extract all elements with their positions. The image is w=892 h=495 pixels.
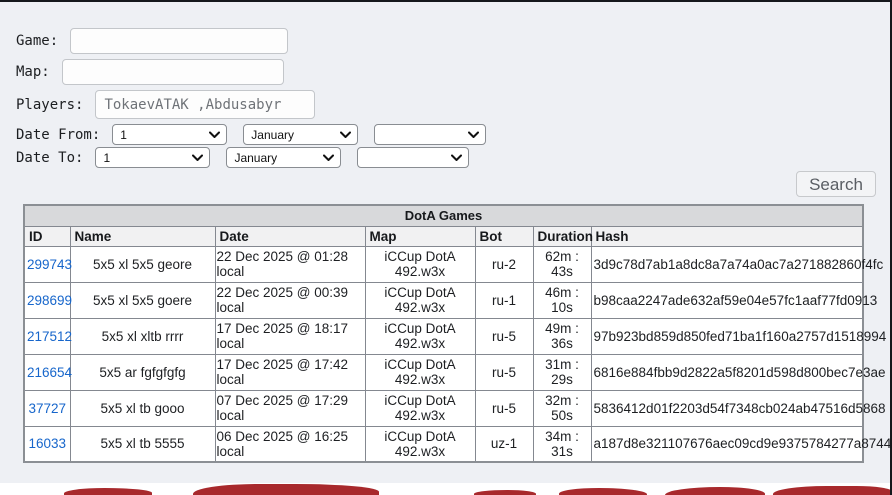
game-map-cell: iCCup DotA 492.w3x xyxy=(364,317,476,355)
game-name-cell: 5x5 xl tb gooo xyxy=(69,389,216,427)
game-bot-cell: ru-5 xyxy=(474,389,534,427)
date-from-label: Date From: xyxy=(16,126,101,143)
frame-border-right xyxy=(890,0,892,495)
map-input[interactable] xyxy=(61,59,284,85)
game-label: Game: xyxy=(16,33,59,49)
table-row: 217512 5x5 xl xltb rrrr 17 Dec 2025 @ 18:1… xyxy=(23,317,886,355)
game-hash-cell: b98caa2247ade632af59e04e57fc1aaf77fd0913 xyxy=(590,281,877,319)
game-id-cell: 37727 xyxy=(23,389,71,427)
game-duration-cell: 31m : 29s xyxy=(532,353,592,391)
col-header-bot: Bot xyxy=(474,225,534,247)
map-label: Map: xyxy=(16,64,50,80)
date-from-day-select[interactable]: 1 xyxy=(112,124,228,145)
col-header-hash: Hash xyxy=(590,225,864,247)
game-bot-cell: ru-5 xyxy=(474,317,534,355)
game-id-cell: 217512 xyxy=(23,317,73,355)
table-row: 299743 5x5 xl 5x5 geore 22 Dec 2025 @ 01:2… xyxy=(23,245,883,283)
game-id-link[interactable]: 216654 xyxy=(27,364,73,380)
table-row: 298699 5x5 xl 5x5 goere 22 Dec 2025 @ 00:3… xyxy=(23,281,877,319)
game-map-cell: iCCup DotA 492.w3x xyxy=(364,281,476,319)
date-from-month-select[interactable]: January xyxy=(243,124,359,145)
game-id-link[interactable]: 298699 xyxy=(27,292,73,308)
game-id-cell: 16033 xyxy=(23,425,71,463)
footer-art-blob xyxy=(665,487,765,495)
game-duration-cell: 32m : 50s xyxy=(532,389,592,427)
game-date-cell: 17 Dec 2025 @ 18:17 local xyxy=(214,317,366,355)
table-row: 37727 5x5 xl tb gooo 07 Dec 2025 @ 17:29 l… xyxy=(23,389,886,427)
table-header-row: ID Name Date Map Bot Duration Hash xyxy=(23,225,864,247)
game-name-cell: 5x5 xl tb 5555 xyxy=(69,425,216,463)
game-hash-cell: a187d8e321107676aec09cd9e9375784277a8744 xyxy=(590,425,891,463)
footer-art xyxy=(0,483,892,495)
game-duration-cell: 34m : 31s xyxy=(532,425,592,463)
date-to-year-select[interactable] xyxy=(357,147,470,168)
table-row: 216654 5x5 ar fgfgfgfg 17 Dec 2025 @ 17:42… xyxy=(23,353,886,391)
table-row: 16033 5x5 xl tb 5555 06 Dec 2025 @ 16:25 l… xyxy=(23,425,891,463)
players-input[interactable] xyxy=(95,90,316,119)
game-date-cell: 17 Dec 2025 @ 17:42 local xyxy=(214,353,366,391)
game-date-cell: 07 Dec 2025 @ 17:29 local xyxy=(214,389,366,427)
game-id-link[interactable]: 299743 xyxy=(27,256,73,272)
game-hash-cell: 97b923bd859d850fed71ba1f160a2757d1518994 xyxy=(590,317,886,355)
game-name-cell: 5x5 xl 5x5 geore xyxy=(69,245,216,283)
search-form: Game: Map: Players: Date From: 1 January xyxy=(0,0,892,168)
table-caption: DotA Games xyxy=(23,204,864,227)
game-hash-cell: 6816e884fbb9d2822a5f8201d598d800bec7e3ae xyxy=(590,353,886,391)
game-id-cell: 298699 xyxy=(23,281,73,319)
col-header-map: Map xyxy=(364,225,476,247)
footer-art-blob xyxy=(773,486,892,495)
players-label: Players: xyxy=(16,96,84,113)
table-caption-row: DotA Games xyxy=(23,204,864,227)
game-bot-cell: ru-5 xyxy=(474,353,534,391)
game-input[interactable] xyxy=(70,28,289,54)
game-map-cell: iCCup DotA 492.w3x xyxy=(364,353,476,391)
col-header-name: Name xyxy=(69,225,216,247)
game-id-cell: 216654 xyxy=(23,353,73,391)
footer-art-blob xyxy=(559,488,647,495)
game-hash-cell: 5836412d01f2203d54f7348cb024ab47516d5868 xyxy=(590,389,886,427)
game-map-cell: iCCup DotA 492.w3x xyxy=(364,425,476,463)
col-header-duration: Duration xyxy=(532,225,593,247)
game-duration-cell: 62m : 43s xyxy=(532,245,592,283)
frame-border-top xyxy=(0,0,892,2)
game-bot-cell: ru-1 xyxy=(474,281,534,319)
game-name-cell: 5x5 xl 5x5 goere xyxy=(69,281,216,319)
search-button[interactable]: Search xyxy=(796,171,876,197)
date-to-month-select[interactable]: January xyxy=(226,147,342,168)
game-date-cell: 22 Dec 2025 @ 00:39 local xyxy=(214,281,366,319)
game-id-link[interactable]: 217512 xyxy=(27,328,73,344)
game-duration-cell: 49m : 36s xyxy=(532,317,592,355)
date-to-label: Date To: xyxy=(16,149,84,166)
game-date-cell: 22 Dec 2025 @ 01:28 local xyxy=(214,245,366,283)
footer-art-blob xyxy=(474,490,536,495)
date-to-day-select[interactable]: 1 xyxy=(95,147,211,168)
col-header-date: Date xyxy=(214,225,366,247)
game-bot-cell: ru-2 xyxy=(474,245,534,283)
game-date-cell: 06 Dec 2025 @ 16:25 local xyxy=(214,425,366,463)
game-map-cell: iCCup DotA 492.w3x xyxy=(364,245,476,283)
game-id-link[interactable]: 37727 xyxy=(28,400,67,416)
game-name-cell: 5x5 xl xltb rrrr xyxy=(69,317,216,355)
game-name-cell: 5x5 ar fgfgfgfg xyxy=(69,353,216,391)
col-header-id: ID xyxy=(23,225,71,247)
game-id-link[interactable]: 16033 xyxy=(28,436,67,452)
footer-art-blob xyxy=(64,488,152,495)
game-map-cell: iCCup DotA 492.w3x xyxy=(364,389,476,427)
dota-games-table: DotA Games ID Name Date Map Bot Duration… xyxy=(23,204,891,463)
footer-art-blob xyxy=(193,484,379,495)
game-duration-cell: 46m : 10s xyxy=(532,281,592,319)
date-from-year-select[interactable] xyxy=(374,124,487,145)
game-bot-cell: uz-1 xyxy=(474,425,534,463)
game-hash-cell: 3d9c78d7ab1a8dc8a7a74a0ac7a271882860f4fc xyxy=(590,245,883,283)
game-id-cell: 299743 xyxy=(23,245,73,283)
